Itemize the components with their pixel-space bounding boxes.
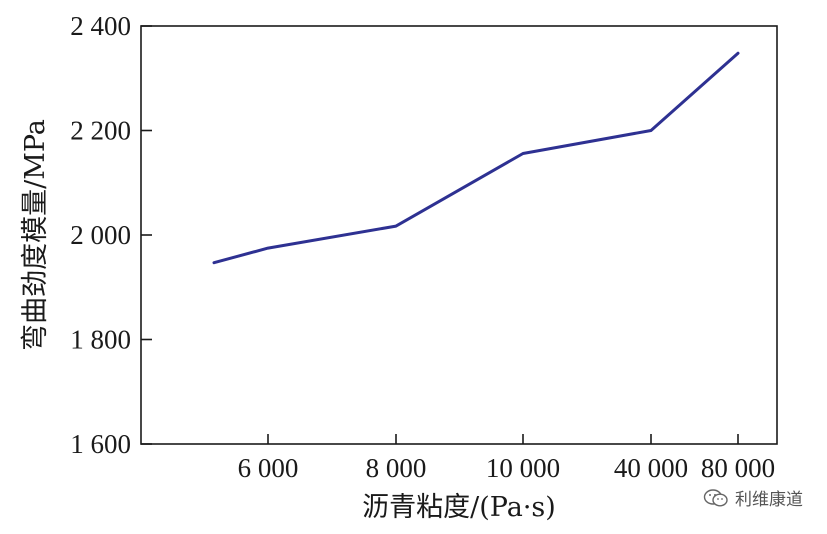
y-tick-label: 1 600 xyxy=(70,429,131,459)
x-tick-label: 80 000 xyxy=(701,453,775,483)
plot-frame xyxy=(140,25,778,445)
x-tick-label: 10 000 xyxy=(486,453,560,483)
x-tick-label: 6 000 xyxy=(238,453,299,483)
y-tick-label: 1 800 xyxy=(70,325,131,355)
y-axis-ticks: 1 600 1 800 2 000 2 200 2 400 xyxy=(70,11,152,459)
y-axis-title: 弯曲劲度模量/MPa xyxy=(20,119,51,351)
data-series xyxy=(212,51,740,265)
watermark-text: 利维康道 xyxy=(735,490,803,510)
x-axis-ticks: 6 000 8 000 10 000 40 000 80 000 xyxy=(238,434,775,483)
x-axis-title: 沥青粘度/(Pa·s) xyxy=(362,492,556,523)
wechat-icon xyxy=(703,488,728,507)
series-line xyxy=(212,51,740,265)
x-tick-label: 40 000 xyxy=(614,453,688,483)
y-tick-label: 2 400 xyxy=(70,11,131,41)
watermark: 利维康道 xyxy=(703,485,803,510)
x-tick-label: 8 000 xyxy=(366,453,427,483)
y-tick-label: 2 200 xyxy=(70,116,131,146)
y-tick-label: 2 000 xyxy=(70,220,131,250)
